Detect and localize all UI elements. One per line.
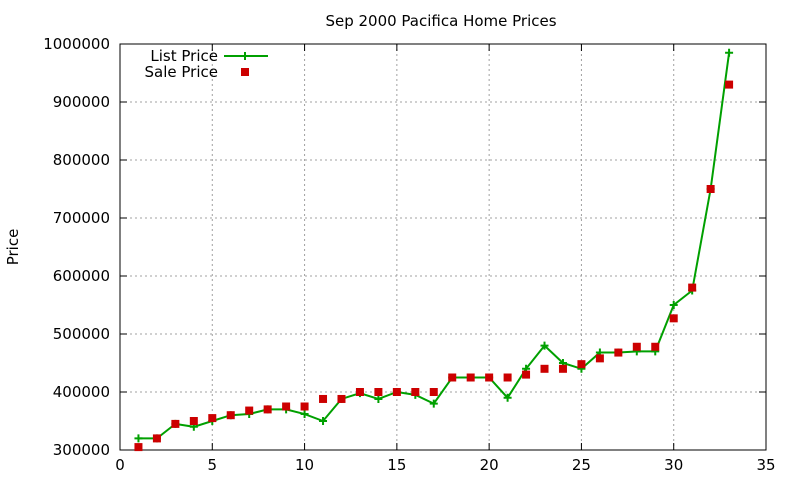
y-axis-label: Price bbox=[4, 229, 22, 266]
x-tick-label: 5 bbox=[208, 456, 218, 474]
y-tick-labels: 300000 400000 500000 600000 700000 800000 9000… bbox=[43, 35, 110, 459]
series-list-price bbox=[134, 48, 734, 443]
sale-price-point bbox=[245, 406, 254, 415]
sale-price-point bbox=[392, 388, 401, 396]
x-tick-label: 0 bbox=[115, 456, 125, 474]
series-layer bbox=[134, 48, 734, 452]
legend-label-list-price: List Price bbox=[150, 47, 218, 65]
x-tick-label: 35 bbox=[756, 456, 775, 474]
sale-price-point bbox=[503, 373, 512, 382]
axis-ticks bbox=[119, 43, 767, 451]
y-tick-label: 300000 bbox=[53, 441, 110, 459]
sale-price-point bbox=[189, 417, 198, 425]
sale-price-point bbox=[558, 364, 567, 373]
y-tick-label: 600000 bbox=[53, 267, 110, 285]
y-tick-label: 400000 bbox=[53, 383, 110, 401]
sale-price-point bbox=[374, 388, 383, 396]
list-price-point bbox=[374, 394, 383, 403]
list-price-point bbox=[319, 417, 328, 425]
sale-price-point bbox=[319, 394, 328, 403]
list-price-point bbox=[725, 48, 734, 57]
sale-price-point bbox=[688, 283, 697, 292]
sale-price-point bbox=[632, 342, 641, 351]
x-tick-label: 25 bbox=[572, 456, 591, 474]
sale-price-point bbox=[355, 388, 364, 396]
sale-price-point bbox=[411, 388, 420, 396]
sale-price-point bbox=[263, 405, 272, 414]
sale-price-point bbox=[651, 342, 660, 351]
chart-title: Sep 2000 Pacifica Home Prices bbox=[325, 12, 556, 30]
sale-price-point bbox=[540, 364, 549, 373]
y-tick-label: 500000 bbox=[53, 325, 110, 343]
sale-price-point bbox=[706, 185, 715, 193]
sale-price-point bbox=[226, 411, 235, 420]
series-sale-price bbox=[134, 80, 734, 452]
x-tick-labels: 0 5 10 15 20 25 30 35 bbox=[115, 456, 775, 474]
legend-label-sale-price: Sale Price bbox=[145, 63, 218, 81]
sale-price-point bbox=[725, 80, 734, 89]
sale-price-point bbox=[485, 373, 494, 382]
plot-frame bbox=[119, 43, 767, 451]
y-tick-label: 700000 bbox=[53, 209, 110, 227]
y-tick-label: 900000 bbox=[53, 93, 110, 111]
sale-price-point bbox=[134, 443, 143, 452]
y-tick-label: 1000000 bbox=[43, 35, 110, 53]
sale-price-point bbox=[522, 370, 531, 379]
list-price-point bbox=[300, 410, 309, 419]
list-price-point bbox=[429, 399, 438, 408]
x-tick-label: 10 bbox=[295, 456, 314, 474]
x-tick-label: 30 bbox=[664, 456, 683, 474]
sale-price-point bbox=[429, 388, 438, 396]
list-price-line bbox=[138, 52, 731, 440]
sale-price-point bbox=[669, 314, 678, 323]
sale-price-point bbox=[171, 419, 180, 428]
sale-price-point bbox=[208, 414, 217, 423]
sale-price-point bbox=[448, 373, 457, 382]
list-price-point bbox=[503, 393, 512, 402]
x-tick-label: 15 bbox=[387, 456, 406, 474]
legend-marker-list-price bbox=[241, 52, 249, 60]
sale-price-point bbox=[337, 394, 346, 403]
x-tick-label: 20 bbox=[480, 456, 499, 474]
sale-price-point bbox=[577, 360, 586, 369]
list-price-point bbox=[540, 341, 549, 350]
legend-marker-sale-price bbox=[241, 68, 249, 76]
sale-price-point bbox=[466, 373, 475, 382]
sale-price-point bbox=[152, 434, 161, 443]
y-tick-label: 800000 bbox=[53, 151, 110, 169]
sale-price-point bbox=[614, 348, 623, 357]
sale-price-point bbox=[595, 354, 604, 363]
legend: List Price Sale Price bbox=[145, 47, 268, 81]
sale-price-point bbox=[282, 402, 291, 411]
list-price-point bbox=[134, 434, 143, 443]
list-price-point bbox=[669, 301, 678, 309]
sale-price-point bbox=[300, 402, 309, 411]
